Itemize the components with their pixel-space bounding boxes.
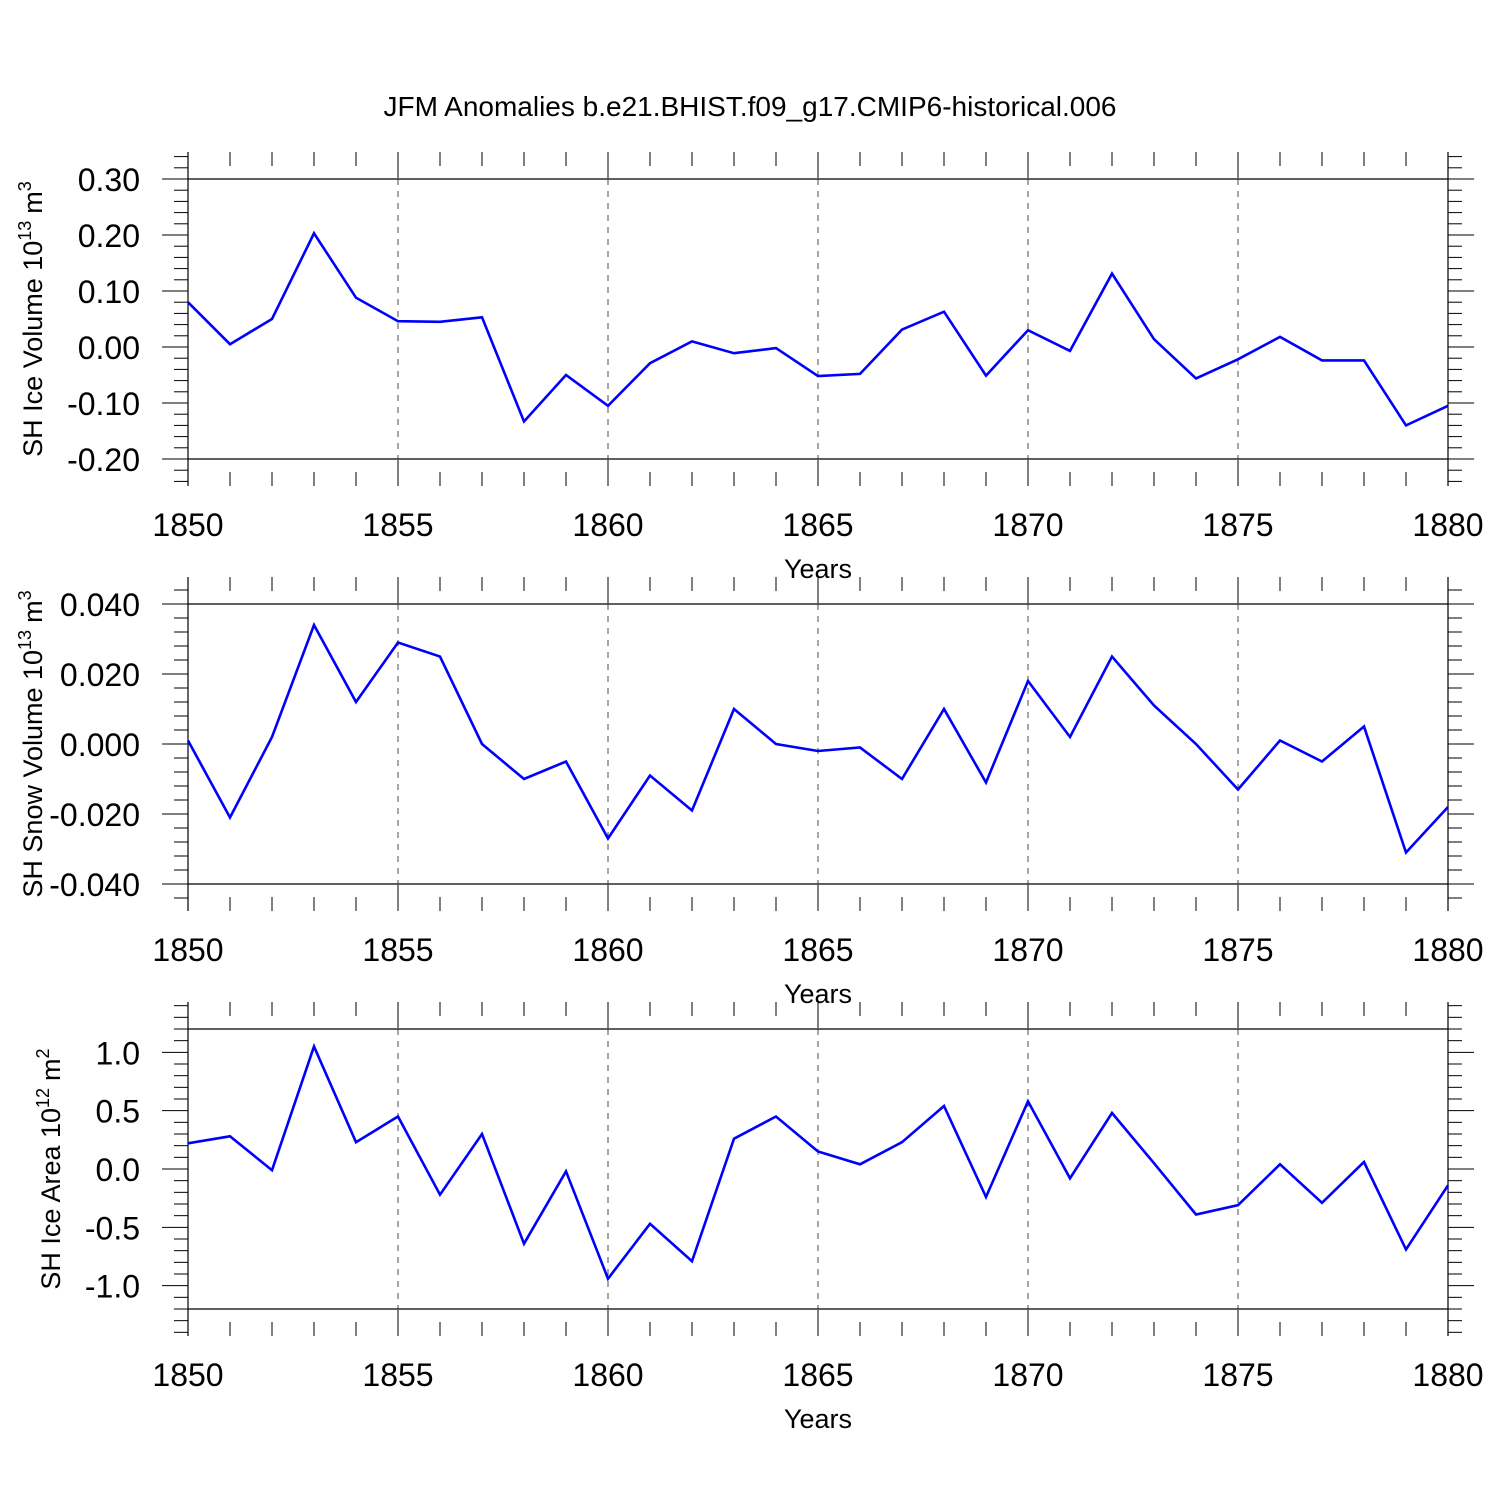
x-tick-label: 1850 [152,507,223,543]
y-tick-label: 0.000 [60,727,140,763]
y-tick-label: 0.5 [96,1094,140,1130]
x-tick-label: 1860 [572,1357,643,1393]
x-tick-label: 1860 [572,932,643,968]
panel-2: 0.040 0.020 0.000 -0.020 -0.040 1850 1855 1860 1… [15,577,1484,1009]
series-line [187,1042,1450,1282]
x-tick-label: 1875 [1202,1357,1273,1393]
y-axis-title-unit: m [18,191,48,214]
y-tick-label: 0.020 [60,657,140,693]
y-tick-label: -1.0 [85,1269,140,1305]
y-axis-title-exponent: 13 [15,221,35,241]
y-axis-title-unit: m [36,1058,66,1081]
y-axis-title-unit-exponent: 2 [33,1048,53,1058]
x-tick-label: 1855 [362,507,433,543]
y-axis-title-text: SH Ice Area 10 [36,1108,66,1290]
x-tick-label: 1870 [992,932,1063,968]
x-tick-label: 1865 [782,1357,853,1393]
y-tick-label: 0.0 [96,1152,140,1188]
y-tick-label: 0.040 [60,587,140,623]
y-tick-label: 0.00 [78,330,140,366]
y-tick-label: -0.020 [49,797,140,833]
x-tick-label: 1855 [362,932,433,968]
y-axis-title-text: SH Snow Volume 10 [18,650,48,898]
x-tick-label: 1860 [572,507,643,543]
x-tick-label: 1875 [1202,507,1273,543]
y-axis-title-unit-exponent: 3 [15,181,35,191]
x-tick-label: 1880 [1412,1357,1483,1393]
y-axis-title: SH Snow Volume 1013 m3 [15,590,48,897]
panel-3: 1.0 0.5 0.0 -0.5 -1.0 1850 1855 1860 1865 1870 187… [33,1002,1484,1434]
y-axis-title: SH Ice Area 1012 m2 [33,1048,66,1289]
y-tick-label: 1.0 [96,1035,140,1071]
series-line [186,621,1449,855]
y-axis-title-unit-exponent: 3 [15,590,35,600]
y-axis-title: SH Ice Volume 1013 m3 [15,181,48,457]
x-axis-title: Years [784,1404,852,1434]
x-tick-label: 1850 [152,932,223,968]
panels: 0.30 0.20 0.10 0.00 -0.10 -0.20 1850 1855 1860 18… [15,152,1484,1434]
y-tick-label: -0.10 [67,386,140,422]
y-tick-label: 0.20 [78,218,140,254]
figure-title: JFM Anomalies b.e21.BHIST.f09_g17.CMIP6-… [383,91,1116,122]
x-tick-label: 1870 [992,1357,1063,1393]
y-tick-label: -0.20 [67,442,140,478]
x-tick-label: 1865 [782,507,853,543]
y-tick-label: 0.30 [78,162,140,198]
y-tick-label: 0.10 [78,274,140,310]
x-tick-label: 1850 [152,1357,223,1393]
x-tick-label: 1875 [1202,932,1273,968]
y-axis-title-exponent: 13 [15,630,35,650]
x-tick-label: 1880 [1412,507,1483,543]
x-tick-label: 1880 [1412,932,1483,968]
y-axis-title-text: SH Ice Volume 10 [18,241,48,457]
x-tick-label: 1865 [782,932,853,968]
x-tick-label: 1870 [992,507,1063,543]
x-tick-label: 1855 [362,1357,433,1393]
y-tick-label: -0.5 [85,1210,140,1246]
y-axis-title-exponent: 12 [33,1088,53,1108]
panel-1: 0.30 0.20 0.10 0.00 -0.10 -0.20 1850 1855 1860 18… [15,152,1484,584]
y-axis-title-unit: m [18,600,48,623]
y-tick-label: -0.040 [49,867,140,903]
series-line [187,230,1449,428]
